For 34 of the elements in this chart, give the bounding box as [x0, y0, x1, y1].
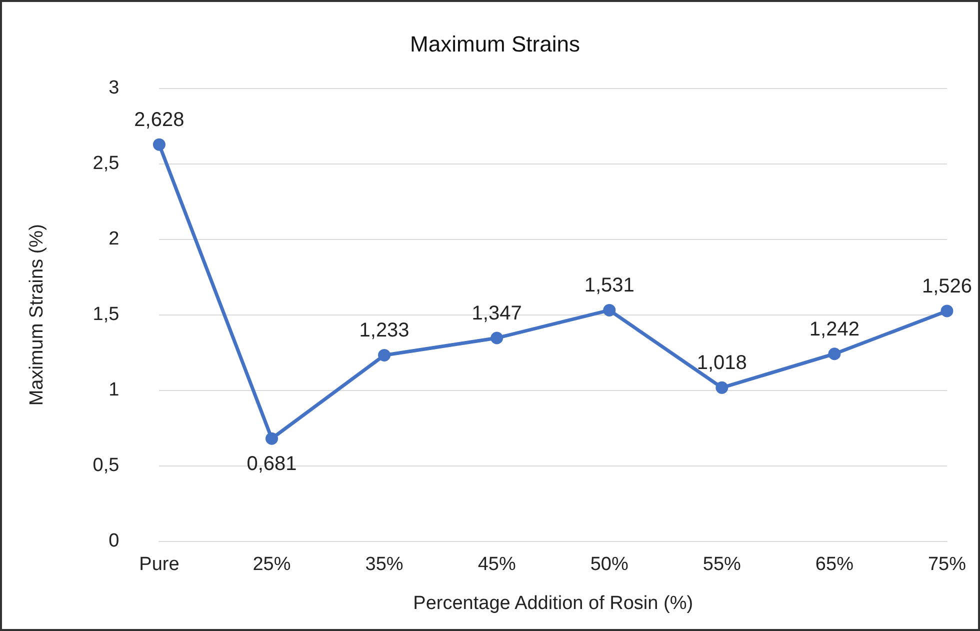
point — [716, 381, 728, 394]
y-tick-label: 1 — [108, 380, 120, 401]
x-tick-label: 45% — [478, 554, 516, 576]
x-tick-label: 35% — [365, 554, 404, 576]
y-tick-label: 0,5 — [92, 455, 120, 476]
x-tick-label: 75% — [928, 554, 966, 576]
point — [828, 348, 841, 360]
x-tick-label: 65% — [815, 554, 854, 576]
x-tick-label: 25% — [252, 554, 291, 576]
x-axis-title: Percentage Addition of Rosin (%) — [413, 592, 694, 614]
data-label: 0,681 — [246, 453, 297, 476]
y-tick-label: 1,5 — [92, 304, 120, 326]
point — [266, 432, 278, 445]
point — [152, 138, 166, 151]
data-label: 1,347 — [472, 302, 522, 325]
chart-title: Maximum Strains — [410, 31, 580, 56]
data-label: 1,242 — [809, 318, 860, 340]
y-tick-label: 3 — [108, 78, 120, 99]
x-tick-label: Pure — [139, 554, 180, 576]
y-tick-label: 0 — [108, 530, 120, 552]
data-label: 1,233 — [359, 320, 410, 342]
y-tick-label: 2 — [108, 228, 120, 250]
point — [940, 304, 954, 318]
data-label: 2,628 — [134, 109, 184, 132]
point — [378, 348, 391, 362]
data-label: 1,526 — [922, 275, 972, 298]
point — [603, 304, 616, 316]
data-label: 1,018 — [696, 352, 747, 374]
x-tick-label: 55% — [702, 554, 742, 576]
y-tick-label: 2,5 — [92, 153, 120, 174]
point — [490, 332, 504, 344]
data-label: 1,531 — [584, 274, 634, 297]
x-tick-label: 50% — [590, 554, 628, 576]
y-axis-title: Maximum Strains (%) — [26, 224, 48, 406]
